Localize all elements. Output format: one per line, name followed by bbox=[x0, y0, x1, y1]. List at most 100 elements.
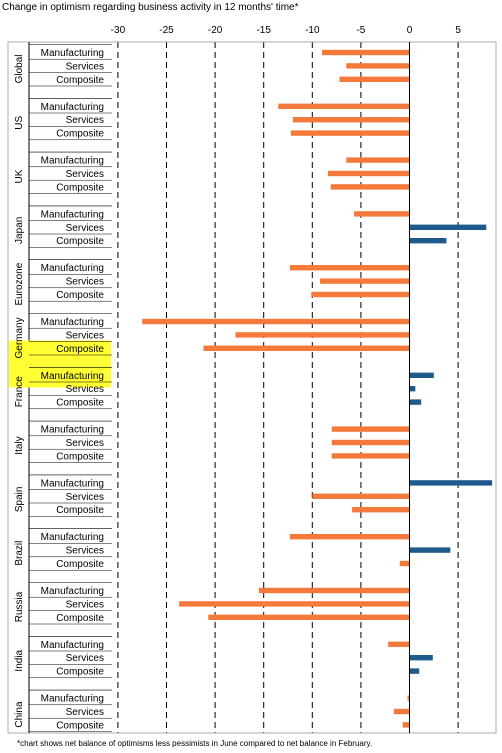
bar-italy-manufacturing bbox=[331, 426, 410, 432]
row-label-us-services: Services bbox=[66, 115, 104, 126]
bar-brazil-services bbox=[409, 547, 451, 553]
row-label-japan-services: Services bbox=[66, 223, 104, 234]
row-label-eurozone-composite: Composite bbox=[56, 290, 104, 301]
group-label-eurozone: Eurozone bbox=[14, 262, 25, 305]
bar-china-composite bbox=[402, 722, 410, 728]
bar-germany-manufacturing bbox=[142, 318, 410, 325]
bar-uk-services bbox=[327, 170, 410, 177]
bar-russia-services bbox=[179, 601, 410, 607]
x-tick-label: -15 bbox=[256, 25, 271, 36]
bar-france-manufacturing bbox=[409, 372, 434, 378]
row-label-russia-services: Services bbox=[66, 599, 104, 610]
bar-us-composite bbox=[290, 130, 410, 136]
group-label-japan: Japan bbox=[14, 217, 25, 244]
group-label-spain: Spain bbox=[14, 487, 25, 513]
row-label-italy-composite: Composite bbox=[56, 451, 104, 462]
x-tick-label: -20 bbox=[208, 25, 223, 36]
bar-brazil-manufacturing bbox=[289, 534, 410, 540]
x-tick-label: 5 bbox=[455, 25, 461, 36]
plot-frame bbox=[7, 41, 497, 734]
x-tick-label: -30 bbox=[111, 25, 126, 36]
row-label-uk-services: Services bbox=[66, 169, 104, 180]
row-label-brazil-composite: Composite bbox=[56, 559, 104, 570]
bar-global-services bbox=[346, 63, 410, 69]
row-label-uk-manufacturing: Manufacturing bbox=[41, 156, 104, 167]
bar-china-services bbox=[393, 708, 410, 715]
row-label-eurozone-manufacturing: Manufacturing bbox=[41, 263, 104, 274]
bar-france-composite bbox=[409, 399, 422, 405]
chart-footnote: *chart shows net balance of optimisms le… bbox=[17, 739, 373, 748]
row-label-us-manufacturing: Manufacturing bbox=[41, 102, 104, 113]
row-label-global-composite: Composite bbox=[56, 75, 104, 86]
bar-spain-manufacturing bbox=[409, 480, 493, 486]
row-label-global-manufacturing: Manufacturing bbox=[41, 48, 104, 59]
row-label-china-manufacturing: Manufacturing bbox=[41, 694, 104, 705]
bar-japan-manufacturing bbox=[354, 211, 410, 217]
bar-uk-manufacturing bbox=[346, 157, 410, 163]
row-label-brazil-services: Services bbox=[66, 546, 104, 557]
row-label-germany-manufacturing: Manufacturing bbox=[41, 317, 104, 328]
row-label-germany-services: Services bbox=[66, 330, 104, 341]
row-label-us-composite: Composite bbox=[56, 129, 104, 140]
row-label-germany-composite: Composite bbox=[56, 344, 104, 355]
bar-brazil-composite bbox=[399, 560, 410, 567]
row-label-spain-services: Services bbox=[66, 492, 104, 503]
bar-us-services bbox=[292, 117, 410, 123]
row-label-china-composite: Composite bbox=[56, 720, 104, 731]
bar-france-services bbox=[409, 386, 416, 392]
row-label-japan-manufacturing: Manufacturing bbox=[41, 209, 104, 220]
row-label-japan-composite: Composite bbox=[56, 236, 104, 247]
group-label-china: China bbox=[14, 701, 25, 728]
bar-china-manufacturing bbox=[407, 695, 410, 701]
group-label-global: Global bbox=[14, 54, 25, 83]
bar-eurozone-composite bbox=[311, 291, 410, 298]
bar-russia-composite bbox=[208, 614, 410, 620]
x-tick-label: -5 bbox=[356, 25, 365, 36]
row-label-global-services: Services bbox=[66, 61, 104, 72]
row-label-uk-composite: Composite bbox=[56, 182, 104, 193]
row-label-france-services: Services bbox=[66, 384, 104, 395]
group-label-italy: Italy bbox=[14, 436, 25, 454]
row-label-france-composite: Composite bbox=[56, 398, 104, 409]
bar-uk-composite bbox=[330, 184, 410, 190]
x-tick-label: -10 bbox=[305, 25, 320, 36]
bar-italy-services bbox=[331, 439, 410, 446]
group-label-india: India bbox=[14, 649, 25, 671]
chart-title: Change in optimism regarding business ac… bbox=[2, 2, 299, 13]
row-label-italy-services: Services bbox=[66, 438, 104, 449]
bar-germany-services bbox=[235, 332, 410, 338]
row-label-italy-manufacturing: Manufacturing bbox=[41, 425, 104, 436]
bar-india-composite bbox=[409, 668, 420, 674]
group-label-brazil: Brazil bbox=[14, 541, 25, 566]
group-label-uk: UK bbox=[14, 169, 25, 183]
bar-spain-composite bbox=[352, 507, 410, 513]
row-label-china-services: Services bbox=[66, 707, 104, 718]
bar-eurozone-services bbox=[320, 278, 410, 284]
row-label-india-composite: Composite bbox=[56, 667, 104, 678]
row-label-russia-manufacturing: Manufacturing bbox=[41, 586, 104, 597]
row-label-india-services: Services bbox=[66, 653, 104, 664]
bar-india-manufacturing bbox=[388, 641, 410, 647]
bar-global-composite bbox=[339, 76, 410, 82]
x-tick-label: 0 bbox=[407, 25, 413, 36]
bar-eurozone-manufacturing bbox=[289, 265, 410, 271]
row-label-india-manufacturing: Manufacturing bbox=[41, 640, 104, 651]
group-label-france: France bbox=[14, 376, 25, 408]
row-label-spain-manufacturing: Manufacturing bbox=[41, 478, 104, 489]
row-label-brazil-manufacturing: Manufacturing bbox=[41, 532, 104, 543]
bar-japan-services bbox=[409, 224, 487, 230]
row-label-spain-composite: Composite bbox=[56, 505, 104, 516]
row-label-france-manufacturing: Manufacturing bbox=[41, 371, 104, 382]
row-label-russia-composite: Composite bbox=[56, 613, 104, 624]
bar-india-services bbox=[409, 655, 433, 661]
highlight-germany bbox=[9, 340, 111, 388]
group-label-germany: Germany bbox=[14, 317, 25, 358]
bar-japan-composite bbox=[409, 238, 447, 244]
x-tick-label: -25 bbox=[159, 25, 174, 36]
row-label-eurozone-services: Services bbox=[66, 277, 104, 288]
bar-russia-manufacturing bbox=[258, 587, 410, 594]
bar-us-manufacturing bbox=[278, 103, 410, 109]
bar-germany-composite bbox=[203, 345, 410, 351]
